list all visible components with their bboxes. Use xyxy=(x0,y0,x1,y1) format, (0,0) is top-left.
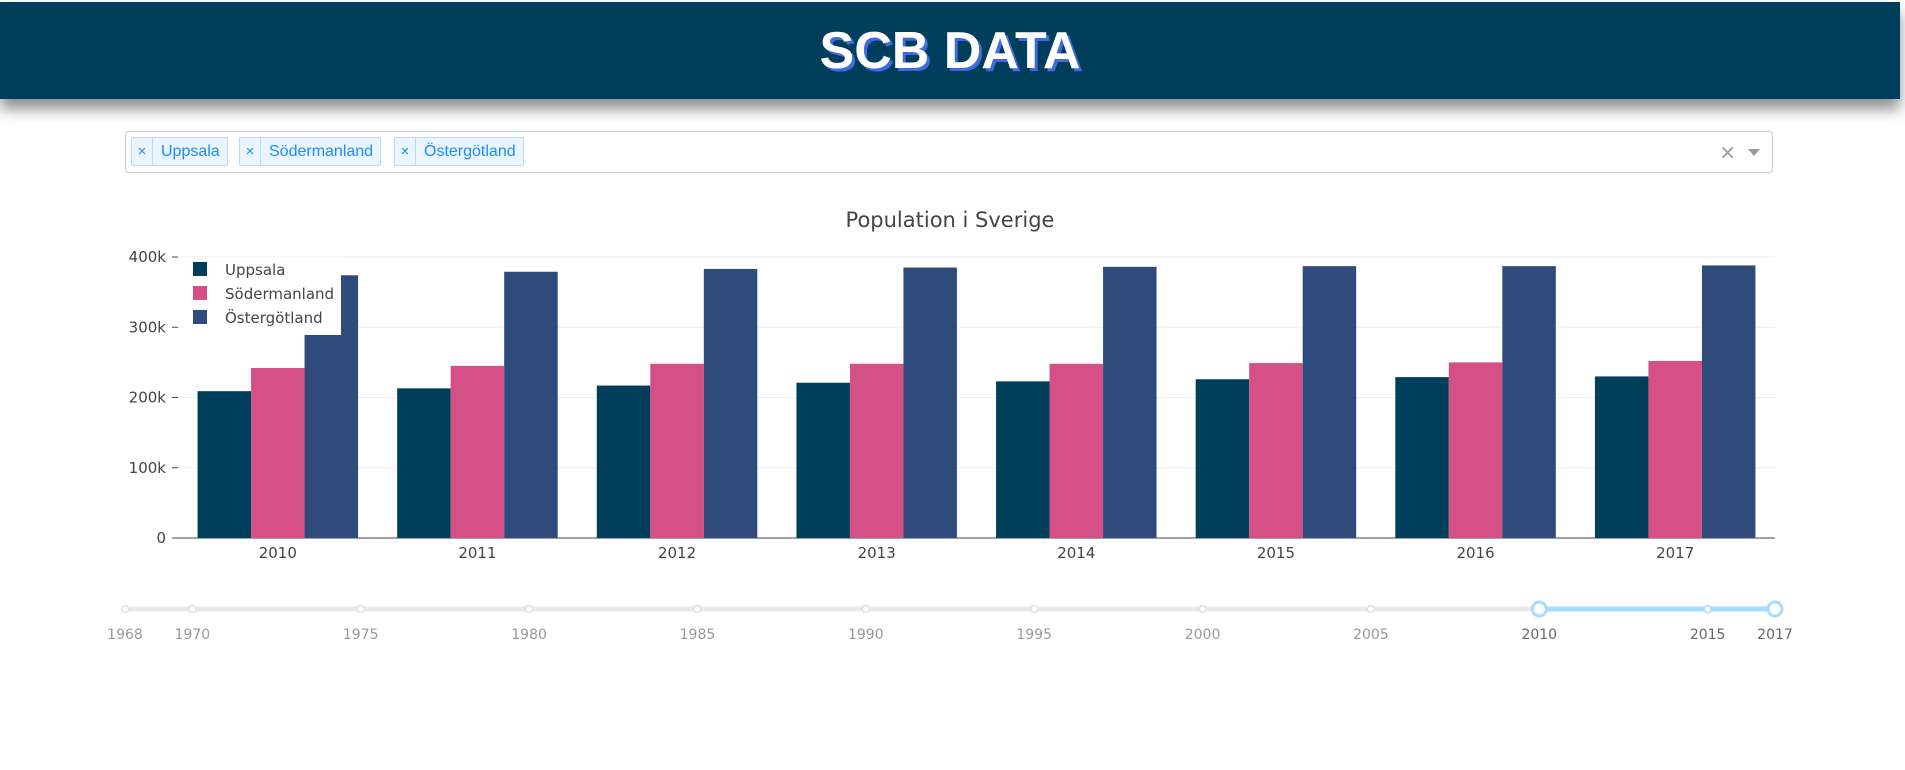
slider-handle[interactable] xyxy=(1766,600,1784,618)
remove-tag-icon[interactable]: × xyxy=(395,138,416,165)
bar-östergötland-2014[interactable] xyxy=(1103,266,1157,538)
x-tick-label: 2017 xyxy=(1656,544,1694,562)
y-tick-label: 300k xyxy=(129,318,167,336)
remove-tag-icon[interactable]: × xyxy=(240,138,261,165)
slider-mark-label[interactable]: 1990 xyxy=(848,627,884,643)
slider-dot[interactable] xyxy=(861,604,871,614)
tag-label: Södermanland xyxy=(269,142,374,160)
bar-södermanland-2012[interactable] xyxy=(650,363,704,538)
x-tick-label: 2011 xyxy=(458,544,496,562)
x-tick-label: 2014 xyxy=(1057,544,1095,562)
legend-label[interactable]: Östergötland xyxy=(225,308,323,327)
y-tick-label: 400k xyxy=(129,248,167,266)
tag-label: Uppsala xyxy=(161,142,220,160)
slider-mark-label[interactable]: 2005 xyxy=(1353,627,1389,643)
bar-östergötland-2016[interactable] xyxy=(1502,266,1556,538)
chart-title: Population i Sverige xyxy=(846,208,1055,232)
bar-östergötland-2017[interactable] xyxy=(1701,265,1756,538)
bar-uppsala-2010[interactable] xyxy=(197,391,252,538)
bar-södermanland-2011[interactable] xyxy=(450,365,505,538)
slider-dot[interactable] xyxy=(120,604,130,614)
legend-background xyxy=(183,257,341,335)
bar-östergötland-2012[interactable] xyxy=(703,268,758,538)
x-tick-label: 2012 xyxy=(658,544,696,562)
bar-södermanland-2013[interactable] xyxy=(849,363,904,538)
slider-dot[interactable] xyxy=(524,604,534,614)
bar-södermanland-2015[interactable] xyxy=(1249,363,1303,538)
x-tick-label: 2016 xyxy=(1456,544,1494,562)
x-tick-label: 2010 xyxy=(259,544,297,562)
population-chart: Population i Sverige 2010 2011 2012 2013 201… xyxy=(129,208,1775,562)
slider-dot[interactable] xyxy=(1703,604,1712,614)
app-header: SCB DATA xyxy=(0,2,1900,99)
bar-södermanland-2016[interactable] xyxy=(1448,362,1503,538)
bar-uppsala-2015[interactable] xyxy=(1195,379,1250,538)
slider-mark-label[interactable]: 2000 xyxy=(1185,627,1221,643)
y-tick-label: 200k xyxy=(129,389,167,407)
slider-dot[interactable] xyxy=(1366,604,1376,614)
bar-uppsala-2011[interactable] xyxy=(397,388,451,538)
slider-mark-label[interactable]: 1995 xyxy=(1016,627,1052,643)
slider-mark-label[interactable]: 2015 xyxy=(1690,627,1726,643)
remove-tag-icon[interactable]: × xyxy=(132,138,153,165)
tag-label: Östergötland xyxy=(424,142,516,160)
legend-swatch[interactable] xyxy=(193,286,207,300)
clear-selection-icon[interactable]: × xyxy=(1719,140,1736,164)
slider-mark-label[interactable]: 2017 xyxy=(1757,627,1793,643)
county-multiselect[interactable]: × Uppsala × Södermanland × Östergötland … xyxy=(125,131,1773,173)
slider-mark-label[interactable]: 1975 xyxy=(343,627,379,643)
year-range-slider[interactable]: 1968 1970 1975 1980 1985 1990 1995 2000 2005 2010… xyxy=(0,588,1905,658)
bar-uppsala-2014[interactable] xyxy=(996,381,1050,538)
legend-label[interactable]: Uppsala xyxy=(225,261,285,279)
slider-mark-label[interactable]: 1968 xyxy=(107,627,143,643)
bar-uppsala-2013[interactable] xyxy=(796,382,850,538)
chevron-down-icon[interactable] xyxy=(1748,149,1760,156)
bar-södermanland-2010[interactable] xyxy=(251,367,305,538)
slider-dot[interactable] xyxy=(188,604,197,614)
slider-dot[interactable] xyxy=(1198,604,1207,614)
x-tick-label: 2013 xyxy=(858,544,896,562)
bar-södermanland-2014[interactable] xyxy=(1049,363,1104,538)
x-tick-label: 2015 xyxy=(1257,544,1295,562)
bar-södermanland-2017[interactable] xyxy=(1648,360,1702,538)
app-title: SCB DATA xyxy=(819,21,1081,80)
slider-mark-label[interactable]: 2010 xyxy=(1521,627,1557,643)
slider-mark-label[interactable]: 1985 xyxy=(680,627,716,643)
selected-tag-uppsala: × Uppsala xyxy=(131,137,228,166)
chart-legend: Uppsala Södermanland Östergötland xyxy=(183,257,341,335)
y-tick-label: 100k xyxy=(129,459,167,477)
slider-handle[interactable] xyxy=(1530,600,1548,618)
slider-dot[interactable] xyxy=(1029,604,1039,614)
slider-dot[interactable] xyxy=(356,604,365,614)
selected-tag-ostergotland: × Östergötland xyxy=(394,137,524,166)
selected-tag-sodermanland: × Södermanland xyxy=(239,137,382,166)
slider-mark-label[interactable]: 1970 xyxy=(175,627,211,643)
slider-mark-label[interactable]: 1980 xyxy=(511,627,547,643)
bar-östergötland-2011[interactable] xyxy=(504,271,558,538)
y-tick-label: 0 xyxy=(156,529,166,547)
bar-östergötland-2015[interactable] xyxy=(1302,266,1357,538)
bar-uppsala-2016[interactable] xyxy=(1395,377,1449,538)
legend-swatch[interactable] xyxy=(193,262,207,276)
bar-uppsala-2012[interactable] xyxy=(596,385,651,538)
legend-swatch[interactable] xyxy=(193,310,207,324)
slider-dot[interactable] xyxy=(693,604,702,614)
bar-östergötland-2013[interactable] xyxy=(903,267,957,538)
legend-label[interactable]: Södermanland xyxy=(225,285,334,303)
bar-uppsala-2017[interactable] xyxy=(1594,376,1649,538)
